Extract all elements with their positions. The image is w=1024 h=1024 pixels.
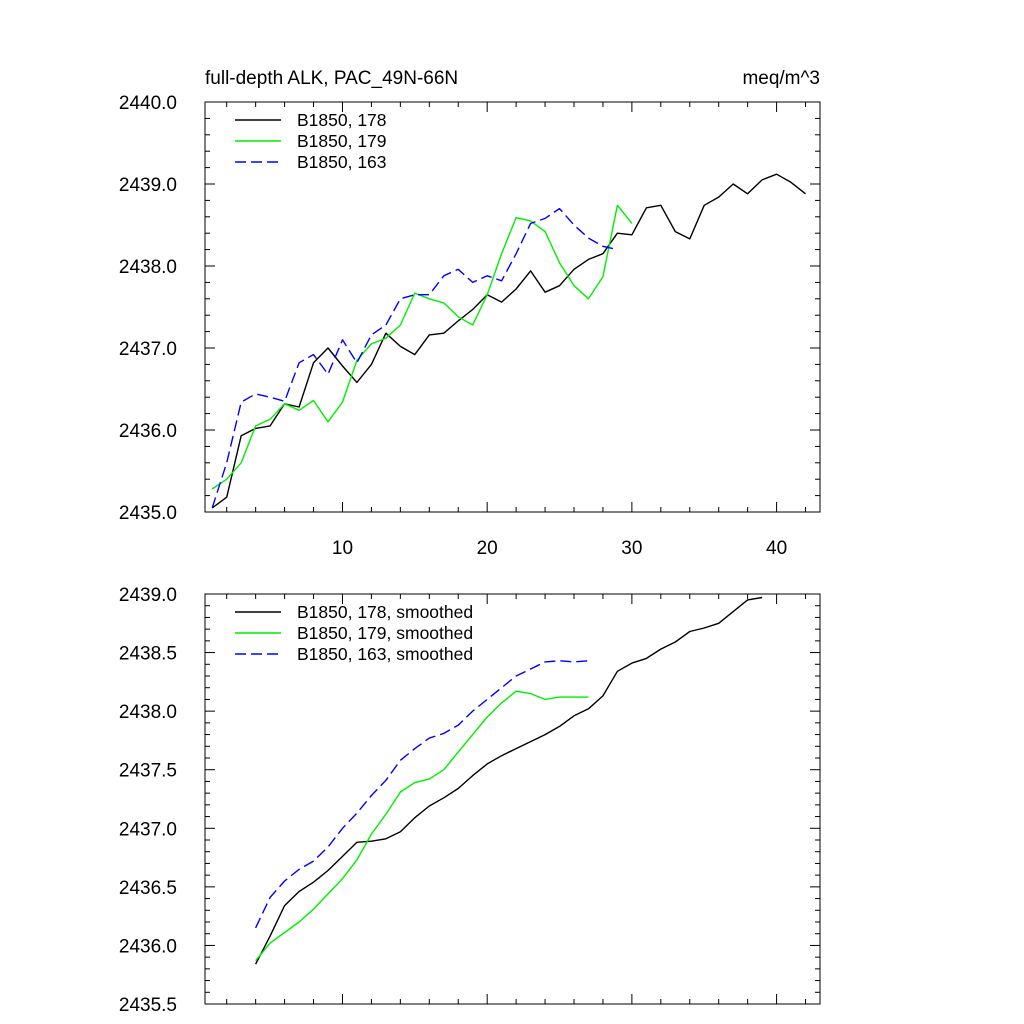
top-legend-label-1: B1850, 178 <box>297 110 387 130</box>
bottom-y-tick-label: 2438.0 <box>119 702 177 723</box>
top-y-tick-label: 2436.0 <box>119 421 177 442</box>
top-plot-frame <box>204 101 821 513</box>
top-x-tick-label: 30 <box>621 538 642 559</box>
bottom-series-line-3 <box>254 660 589 929</box>
top-y-tick-label: 2435.0 <box>119 503 177 524</box>
top-y-tick-label: 2437.0 <box>119 339 177 360</box>
top-y-tick-label: 2439.0 <box>119 175 177 196</box>
bottom-y-tick-label: 2439.0 <box>119 585 177 606</box>
bottom-panel: 2435.5 2436.0 2436.5 2437.0 2437.5 2438.0 2438… <box>119 585 821 1016</box>
top-series-line-3 <box>211 207 618 509</box>
top-panel-units: meq/m^3 <box>742 68 820 89</box>
top-series-line-2 <box>211 204 633 490</box>
top-x-tick-label: 10 <box>332 538 353 559</box>
bottom-legend-label-3: B1850, 163, smoothed <box>297 644 473 664</box>
top-x-tick-label: 40 <box>766 538 787 559</box>
top-legend-label-2: B1850, 179 <box>297 131 387 151</box>
top-panel-title: full-depth ALK, PAC_49N-66N <box>205 68 458 89</box>
bottom-series-line-2 <box>255 690 589 962</box>
bottom-y-tick-label: 2437.5 <box>119 761 177 782</box>
bottom-legend-label-1: B1850, 178, smoothed <box>297 602 473 622</box>
bottom-legend-label-2: B1850, 179, smoothed <box>297 623 473 643</box>
top-panel: full-depth ALK, PAC_49N-66N meq/m^3 2435… <box>119 68 821 559</box>
top-legend-label-3: B1850, 163 <box>297 152 387 172</box>
bottom-series-line-1 <box>254 596 763 965</box>
top-y-tick-label: 2440.0 <box>119 93 177 114</box>
bottom-y-tick-label: 2438.5 <box>119 644 177 665</box>
bottom-y-tick-label: 2436.5 <box>119 878 177 899</box>
bottom-y-tick-label: 2436.0 <box>119 936 177 957</box>
bottom-y-tick-label: 2435.5 <box>119 995 177 1016</box>
bottom-y-tick-label: 2437.0 <box>119 819 177 840</box>
top-x-tick-label: 20 <box>477 538 498 559</box>
top-y-tick-label: 2438.0 <box>119 257 177 278</box>
top-series-line-1 <box>211 173 806 509</box>
bottom-plot-frame <box>204 593 821 1005</box>
